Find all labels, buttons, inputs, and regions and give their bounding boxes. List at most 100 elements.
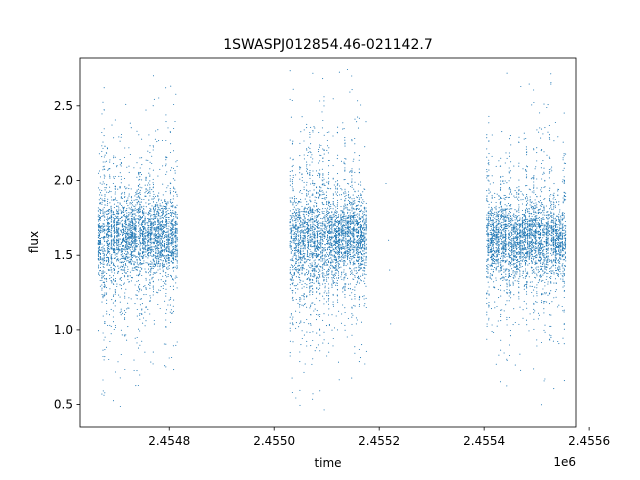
data-point [306,331,308,333]
data-point [102,355,104,358]
data-point [98,217,100,219]
data-point [106,220,109,222]
data-point [327,177,330,179]
data-point [171,167,173,169]
data-point [292,188,294,190]
data-point [97,226,100,228]
data-point [145,245,147,247]
data-point [139,230,141,232]
data-point [159,235,161,237]
data-point [149,248,151,250]
data-point [125,242,127,244]
data-point [172,257,175,259]
data-point [292,140,294,142]
data-point [310,217,312,219]
data-point [302,230,304,233]
data-point [134,235,136,237]
data-point [127,245,129,247]
data-point [110,221,112,223]
data-point [166,187,168,189]
data-point [104,292,106,294]
data-point [129,153,131,156]
data-point [99,263,102,265]
data-point [106,148,109,150]
data-point [313,205,315,207]
data-point [292,260,294,262]
data-point [150,263,152,265]
data-point [306,213,308,216]
data-point [170,244,172,246]
data-point [325,211,328,213]
data-point [102,261,104,263]
data-point [295,209,297,211]
data-point [306,210,308,212]
data-point [130,277,133,279]
data-point [304,245,306,247]
data-point [291,258,293,260]
data-point [149,210,151,212]
data-point [301,205,303,207]
data-point [316,257,318,259]
data-point [136,211,138,213]
data-point [147,248,149,250]
data-point [301,269,303,271]
data-point [149,145,151,147]
data-point [97,259,100,261]
data-point [170,85,172,87]
data-point [295,231,297,233]
data-point [303,303,305,306]
data-point [175,216,177,218]
data-point [103,244,105,246]
data-point [148,229,150,231]
data-point [297,283,299,285]
data-point [140,313,143,315]
data-point [165,312,167,314]
data-point [126,243,128,245]
data-point [289,232,291,234]
data-point [292,176,294,179]
data-point [114,324,116,327]
data-point [98,242,100,244]
data-point [304,283,306,285]
data-point [152,351,154,353]
data-point [310,323,312,325]
data-point [148,199,150,201]
data-point [137,172,140,174]
data-point [131,260,133,262]
data-point [150,209,152,211]
data-point [318,230,321,232]
data-point [143,213,145,215]
data-point [116,242,118,244]
data-point [170,241,172,243]
data-point [300,217,302,220]
data-point [169,131,171,133]
data-point [101,194,103,196]
data-point [172,233,174,235]
data-point [312,131,314,133]
data-point [165,279,167,281]
data-point [300,201,302,203]
data-point [111,243,113,245]
data-point [131,246,133,248]
data-point [175,242,177,244]
data-point [124,234,127,236]
data-point [299,155,301,157]
data-point [138,252,140,254]
data-point [170,226,172,228]
data-point [130,197,132,199]
data-point [312,339,314,342]
data-point [152,105,154,107]
data-point [169,188,171,190]
data-point [313,230,315,232]
data-point [300,262,302,264]
data-point [126,209,128,211]
data-point [102,208,104,210]
data-point [326,201,328,203]
data-point [159,263,161,265]
data-point [159,226,161,228]
data-point [127,260,129,262]
data-point [105,257,107,259]
data-point [295,213,297,215]
data-point [142,238,144,240]
data-point [154,249,156,251]
